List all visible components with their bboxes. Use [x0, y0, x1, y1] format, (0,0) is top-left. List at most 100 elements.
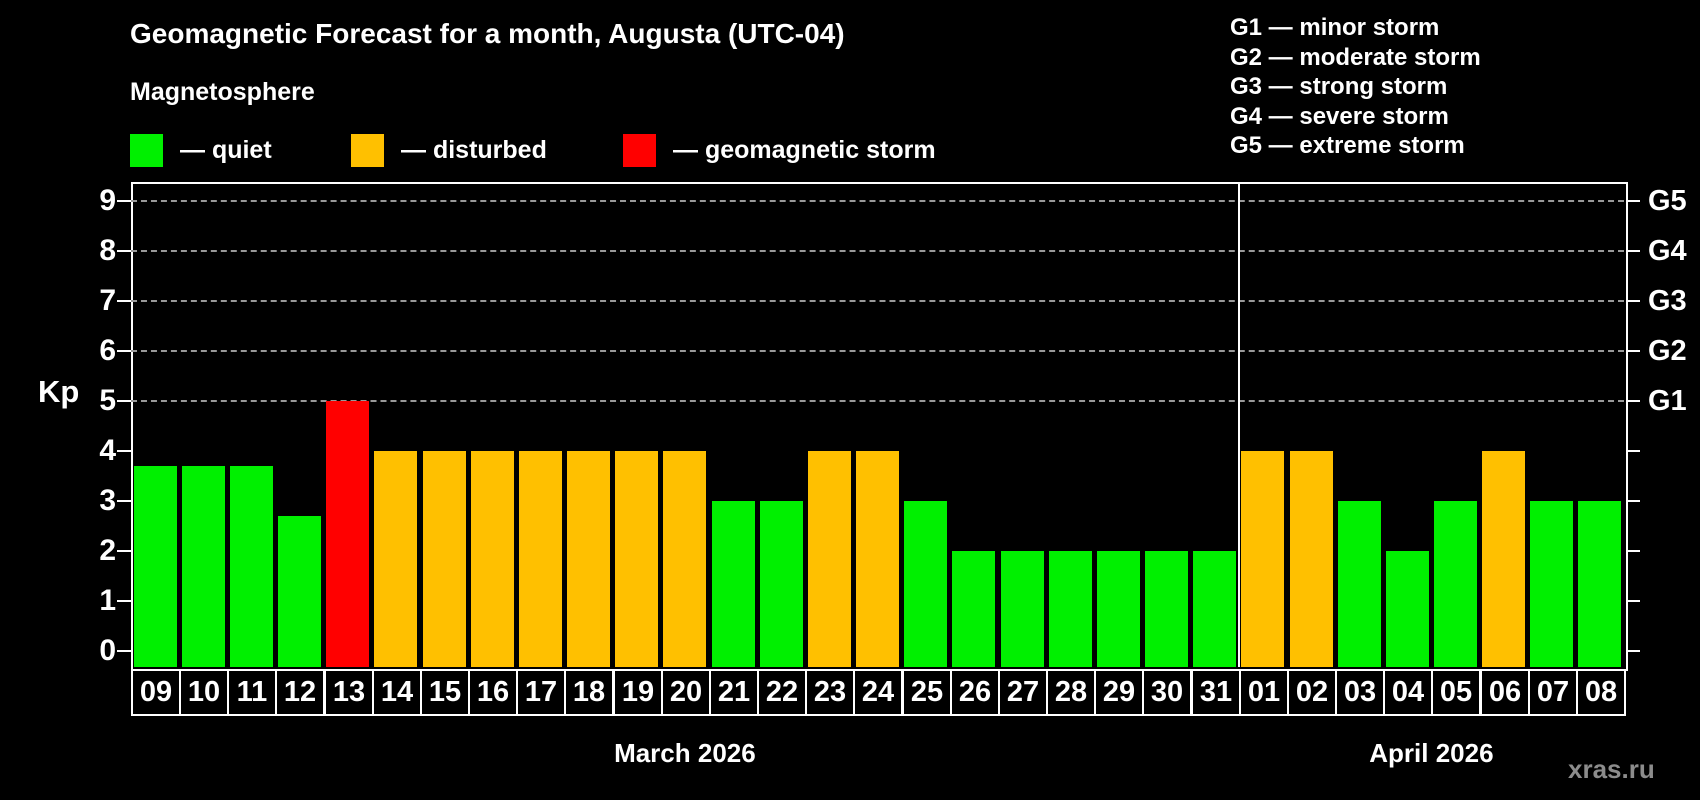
g-legend-line: G2 — moderate storm — [1230, 43, 1481, 71]
date-cell: 05 — [1431, 669, 1481, 716]
kp-axis-label: Kp — [38, 374, 80, 409]
date-cell: 15 — [420, 669, 470, 716]
gridline — [131, 200, 1624, 202]
y-axis-tick — [117, 650, 131, 652]
date-cell: 04 — [1383, 669, 1433, 716]
right-axis-tick — [1626, 300, 1640, 302]
date-cell: 21 — [709, 669, 759, 716]
gridline — [131, 300, 1624, 302]
date-cell: 06 — [1480, 669, 1530, 716]
date-cell: 09 — [131, 669, 181, 716]
right-axis-tick — [1626, 400, 1640, 402]
kp-bar-day-06 — [1482, 451, 1526, 667]
month-label: March 2026 — [614, 738, 756, 768]
kp-bar-day-18 — [567, 451, 610, 667]
y-tick-label: 4 — [99, 434, 116, 467]
right-axis-tick — [1626, 600, 1640, 602]
kp-bar-day-08 — [1578, 501, 1622, 667]
kp-bar-day-31 — [1193, 551, 1237, 667]
g-legend-line: G3 — strong storm — [1230, 73, 1448, 100]
kp-bar-day-21 — [711, 501, 755, 667]
date-cell: 31 — [1191, 669, 1241, 716]
gridline — [131, 400, 1624, 402]
date-cell: 27 — [998, 669, 1048, 716]
y-axis-tick — [117, 400, 131, 402]
legend-label-storm: — geomagnetic storm — [673, 136, 936, 164]
date-cell: 08 — [1576, 669, 1626, 716]
date-cell: 20 — [661, 669, 711, 716]
y-tick-label: 5 — [99, 384, 116, 417]
kp-bar-day-12 — [278, 516, 322, 667]
y-axis-tick — [117, 500, 131, 502]
kp-bar-day-27 — [1000, 551, 1044, 667]
kp-bar-day-29 — [1096, 551, 1140, 667]
g-axis-label: G5 — [1648, 185, 1687, 217]
date-cell: 03 — [1335, 669, 1385, 716]
g-axis-label: G3 — [1648, 285, 1687, 317]
y-tick-label: 6 — [99, 334, 116, 367]
date-cell: 24 — [853, 669, 903, 716]
legend-label-disturbed: — disturbed — [401, 136, 547, 164]
kp-bar-day-23 — [807, 451, 851, 667]
kp-bar-day-02 — [1289, 451, 1333, 667]
right-axis-tick — [1626, 350, 1640, 352]
g-legend-line: G5 — extreme storm — [1230, 132, 1465, 159]
y-tick-label: 0 — [99, 634, 116, 667]
date-cell: 28 — [1046, 669, 1096, 716]
kp-bar-day-03 — [1337, 501, 1381, 667]
y-axis-tick — [117, 550, 131, 552]
g-scale-legend: G1 — minor storm G2 — moderate storm G3 — … — [1230, 13, 1481, 161]
right-axis-tick — [1626, 650, 1640, 652]
kp-bar-day-26 — [952, 551, 996, 667]
y-axis-tick — [117, 450, 131, 452]
kp-bar-day-24 — [856, 451, 899, 667]
magnetosphere-label: Magnetosphere — [130, 78, 315, 106]
date-cell: 18 — [564, 669, 614, 716]
date-cell: 01 — [1239, 669, 1289, 716]
gridline — [131, 250, 1624, 252]
kp-bar-day-25 — [904, 501, 948, 667]
date-cell: 13 — [324, 669, 374, 716]
kp-bar-day-16 — [470, 451, 514, 667]
y-axis-tick — [117, 250, 131, 252]
date-cell: 02 — [1287, 669, 1337, 716]
kp-bar-day-15 — [422, 451, 466, 667]
kp-bar-day-28 — [1048, 551, 1092, 667]
y-axis-tick — [117, 350, 131, 352]
right-axis-tick — [1626, 450, 1640, 452]
y-tick-label: 3 — [99, 484, 116, 517]
y-axis-tick — [117, 200, 131, 202]
legend-swatch-quiet — [130, 134, 163, 167]
kp-bar-day-01 — [1241, 451, 1285, 667]
date-cell: 26 — [950, 669, 1000, 716]
kp-bar-day-20 — [663, 451, 707, 667]
kp-bar-day-14 — [374, 451, 418, 667]
y-axis-tick — [117, 600, 131, 602]
g-legend-line: G1 — minor storm — [1230, 14, 1440, 41]
date-cell: 23 — [805, 669, 855, 716]
kp-bar-day-30 — [1145, 551, 1188, 667]
month-separator — [1237, 182, 1240, 667]
g-axis-label: G4 — [1648, 235, 1687, 267]
kp-bar-day-11 — [229, 466, 273, 667]
right-axis-tick — [1626, 550, 1640, 552]
date-cell: 30 — [1142, 669, 1192, 716]
y-tick-label: 9 — [99, 184, 116, 217]
watermark: xras.ru — [1568, 754, 1655, 784]
kp-bar-day-19 — [615, 451, 659, 667]
legend-swatch-disturbed — [351, 134, 384, 167]
chart-title: Geomagnetic Forecast for a month, August… — [130, 18, 845, 49]
date-cell: 17 — [516, 669, 566, 716]
kp-bar-day-07 — [1530, 501, 1574, 667]
y-tick-label: 8 — [99, 234, 116, 267]
kp-bar-day-10 — [181, 466, 225, 667]
g-axis-label: G1 — [1648, 385, 1687, 417]
kp-bar-day-17 — [518, 451, 562, 667]
date-cell: 12 — [275, 669, 325, 716]
date-cell: 07 — [1528, 669, 1578, 716]
date-cell: 14 — [372, 669, 422, 716]
legend-label-quiet: — quiet — [180, 136, 272, 164]
y-tick-label: 7 — [99, 284, 116, 317]
right-axis-tick — [1626, 500, 1640, 502]
kp-bar-day-13 — [326, 401, 370, 667]
